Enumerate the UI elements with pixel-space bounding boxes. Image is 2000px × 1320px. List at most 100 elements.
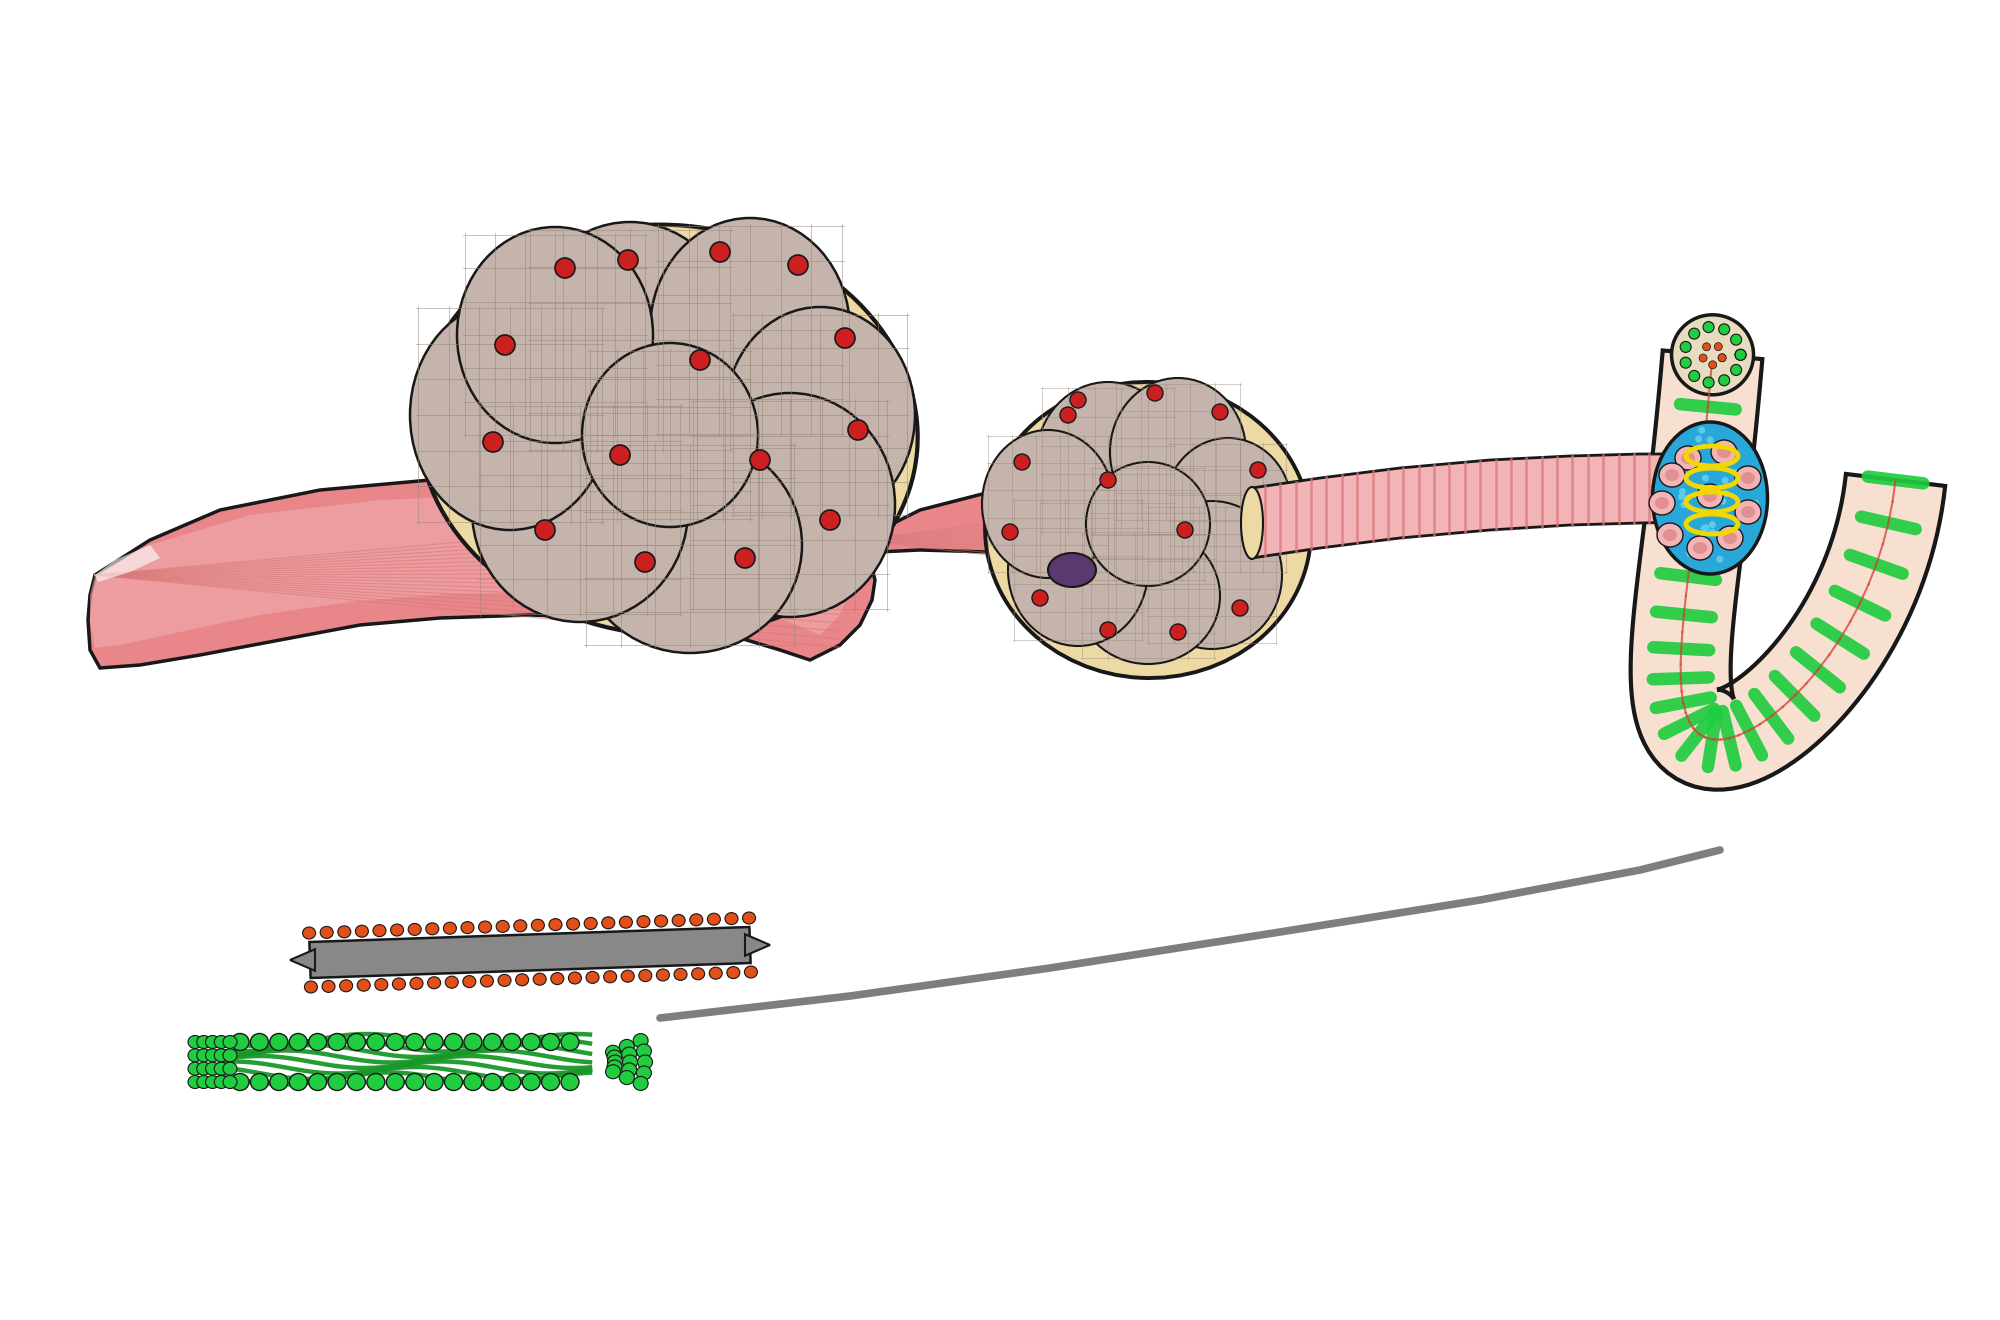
Ellipse shape (484, 432, 504, 451)
Ellipse shape (1254, 537, 1270, 553)
Ellipse shape (622, 1047, 636, 1061)
Ellipse shape (206, 1049, 220, 1061)
Ellipse shape (1724, 536, 1730, 543)
Ellipse shape (410, 300, 610, 531)
Ellipse shape (348, 1073, 366, 1090)
Ellipse shape (1718, 354, 1726, 362)
Ellipse shape (1714, 465, 1720, 471)
Ellipse shape (188, 1076, 202, 1089)
Ellipse shape (522, 222, 738, 458)
Ellipse shape (578, 437, 802, 653)
Ellipse shape (1708, 521, 1716, 528)
Ellipse shape (1212, 404, 1228, 420)
Ellipse shape (560, 1034, 580, 1051)
Ellipse shape (848, 420, 868, 440)
Ellipse shape (496, 335, 516, 355)
Ellipse shape (1060, 407, 1076, 422)
Ellipse shape (224, 1049, 238, 1061)
Ellipse shape (214, 1035, 228, 1048)
Ellipse shape (444, 1034, 462, 1051)
Ellipse shape (708, 913, 720, 925)
Ellipse shape (1736, 466, 1762, 490)
Ellipse shape (1676, 527, 1682, 535)
Ellipse shape (356, 925, 368, 937)
Ellipse shape (690, 350, 710, 370)
Ellipse shape (408, 924, 422, 936)
Ellipse shape (788, 255, 808, 275)
Ellipse shape (372, 924, 386, 937)
Ellipse shape (502, 1073, 520, 1090)
Ellipse shape (410, 977, 424, 990)
Ellipse shape (224, 1035, 238, 1048)
Ellipse shape (406, 1073, 424, 1090)
Ellipse shape (636, 916, 650, 928)
Ellipse shape (1706, 437, 1714, 444)
Ellipse shape (1002, 524, 1018, 540)
Ellipse shape (1676, 446, 1700, 470)
Ellipse shape (444, 1073, 462, 1090)
Ellipse shape (568, 972, 582, 983)
Ellipse shape (620, 1071, 634, 1085)
Ellipse shape (690, 913, 702, 925)
Ellipse shape (1702, 524, 1710, 532)
Ellipse shape (502, 1034, 520, 1051)
Ellipse shape (684, 393, 896, 616)
Ellipse shape (1752, 500, 1760, 507)
Ellipse shape (610, 445, 630, 465)
Ellipse shape (496, 920, 510, 932)
Ellipse shape (1698, 549, 1706, 557)
Ellipse shape (446, 977, 458, 989)
Ellipse shape (636, 552, 656, 572)
Ellipse shape (650, 218, 850, 442)
Ellipse shape (1656, 523, 1684, 546)
Ellipse shape (290, 1073, 308, 1090)
Ellipse shape (232, 1073, 248, 1090)
Ellipse shape (348, 1034, 366, 1051)
Ellipse shape (1730, 364, 1742, 375)
Ellipse shape (724, 308, 916, 523)
Ellipse shape (1716, 556, 1724, 562)
Ellipse shape (1048, 553, 1096, 587)
Ellipse shape (620, 916, 632, 928)
Ellipse shape (1678, 488, 1686, 495)
Ellipse shape (750, 450, 770, 470)
Ellipse shape (836, 327, 856, 348)
Ellipse shape (724, 912, 738, 924)
Ellipse shape (1240, 487, 1264, 558)
Ellipse shape (1164, 438, 1292, 578)
Polygon shape (744, 935, 770, 956)
Ellipse shape (304, 981, 318, 993)
Ellipse shape (710, 242, 730, 261)
Ellipse shape (550, 973, 564, 985)
Ellipse shape (1170, 624, 1186, 640)
Ellipse shape (1702, 343, 1710, 351)
Ellipse shape (1732, 469, 1740, 477)
Ellipse shape (250, 1034, 268, 1051)
Ellipse shape (302, 927, 316, 939)
Ellipse shape (1718, 375, 1730, 385)
Ellipse shape (374, 978, 388, 990)
Ellipse shape (1684, 495, 1692, 502)
Ellipse shape (622, 970, 634, 982)
Ellipse shape (742, 912, 756, 924)
Ellipse shape (1070, 392, 1086, 408)
Ellipse shape (608, 1049, 622, 1064)
Ellipse shape (428, 977, 440, 989)
Polygon shape (290, 949, 316, 970)
Ellipse shape (498, 974, 512, 986)
Polygon shape (88, 477, 876, 668)
Ellipse shape (1086, 462, 1210, 586)
Ellipse shape (196, 1049, 210, 1061)
Ellipse shape (358, 979, 370, 991)
Polygon shape (96, 545, 160, 582)
Ellipse shape (322, 981, 336, 993)
Ellipse shape (1700, 525, 1708, 532)
Ellipse shape (1014, 454, 1030, 470)
Ellipse shape (1740, 506, 1756, 517)
Ellipse shape (744, 966, 758, 978)
Ellipse shape (1250, 462, 1266, 478)
Ellipse shape (1688, 536, 1712, 560)
Ellipse shape (602, 917, 614, 929)
Ellipse shape (584, 917, 598, 929)
Ellipse shape (328, 1034, 346, 1051)
